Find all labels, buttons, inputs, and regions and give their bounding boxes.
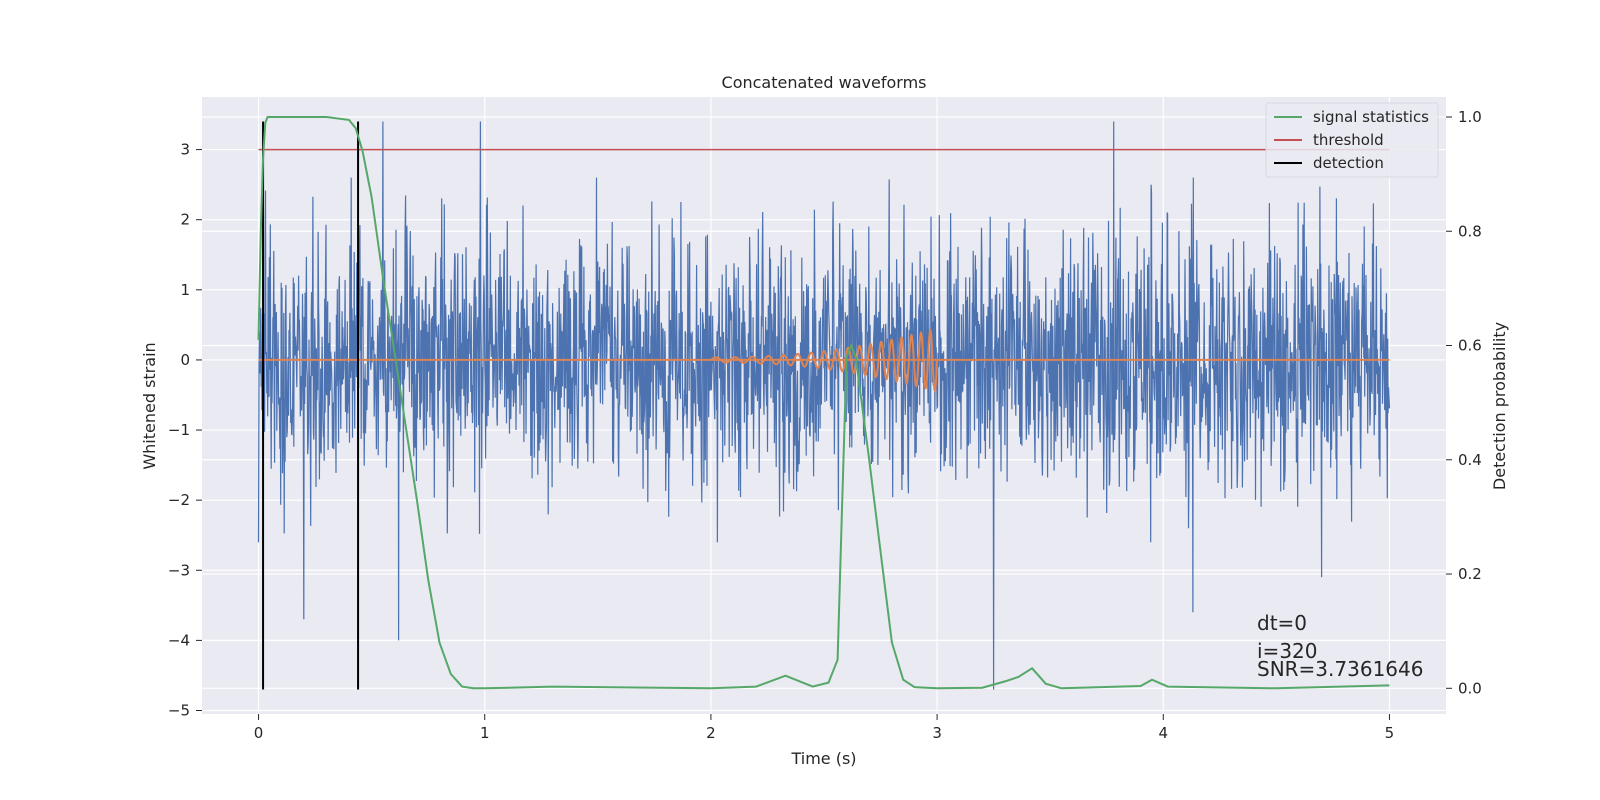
y2-tick-label: 1.0 <box>1458 108 1482 126</box>
detection-lines <box>262 121 360 690</box>
y-ticks: 3 2 1 0 −1 −2 −3 −4 −5 <box>168 141 202 719</box>
annotation-dt: dt=0 <box>1257 611 1307 635</box>
y-tick-label: −3 <box>168 561 190 579</box>
plot-area <box>202 97 1446 714</box>
legend: signal statistics threshold detection <box>1265 102 1439 178</box>
y2-tick-label: 0.2 <box>1458 565 1482 583</box>
y2-axis-label: Detection probability <box>1490 322 1509 490</box>
y-tick-label: 3 <box>180 141 190 159</box>
y-tick-label: −1 <box>168 421 190 439</box>
y2-tick-label: 0.8 <box>1458 222 1482 240</box>
annotation-snr: SNR=3.7361646 <box>1257 657 1423 681</box>
legend-label-statistics: signal statistics <box>1313 108 1429 126</box>
x-tick-label: 4 <box>1158 724 1168 742</box>
x-ticks: 0 1 2 3 4 5 <box>254 714 1394 742</box>
y-tick-label: 2 <box>180 211 190 229</box>
y-tick-label: −4 <box>168 631 190 649</box>
legend-label-threshold: threshold <box>1313 131 1384 149</box>
legend-box <box>1265 102 1439 178</box>
y2-tick-label: 0.6 <box>1458 337 1482 355</box>
y-tick-label: −2 <box>168 491 190 509</box>
x-tick-label: 1 <box>480 724 490 742</box>
y2-ticks: 1.0 0.8 0.6 0.4 0.2 0.0 <box>1446 108 1482 697</box>
x-tick-label: 0 <box>254 724 264 742</box>
y-tick-label: −5 <box>168 701 190 719</box>
annotation-index: i=320 <box>1257 639 1318 663</box>
strain-series <box>257 121 1391 690</box>
x-tick-label: 2 <box>706 724 716 742</box>
y-tick-label: 1 <box>180 281 190 299</box>
x-axis-label: Time (s) <box>790 749 856 768</box>
y-axis-label: Whitened strain <box>140 342 159 469</box>
y2-tick-label: 0.0 <box>1458 679 1482 697</box>
x-tick-label: 3 <box>932 724 942 742</box>
signal-statistics-line <box>257 116 1390 690</box>
y-tick-label: 0 <box>180 351 190 369</box>
chirp-line <box>710 328 939 393</box>
chart-title: Concatenated waveforms <box>722 73 927 92</box>
strain-line <box>257 121 1391 690</box>
legend-label-detection: detection <box>1313 154 1384 172</box>
y2-tick-label: 0.4 <box>1458 451 1482 469</box>
x-tick-label: 5 <box>1385 724 1395 742</box>
